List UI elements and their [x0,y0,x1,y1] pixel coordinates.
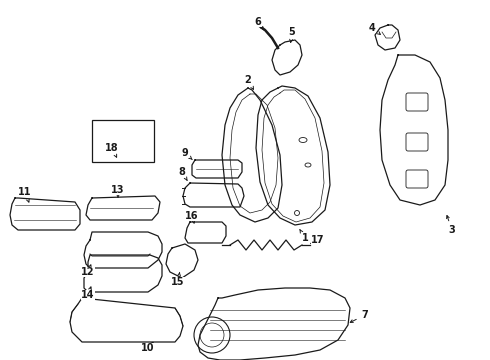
Text: 18: 18 [105,143,119,153]
Text: 11: 11 [18,187,32,197]
Text: 15: 15 [171,277,185,287]
Text: 7: 7 [362,310,368,320]
Text: 10: 10 [141,343,155,353]
Text: 4: 4 [368,23,375,33]
Text: 16: 16 [185,211,199,221]
Text: 6: 6 [255,17,261,27]
Text: 13: 13 [111,185,125,195]
Text: 3: 3 [449,225,455,235]
Bar [92,120,154,162]
Text: 12: 12 [81,267,95,277]
Text: 5: 5 [289,27,295,37]
Text: 14: 14 [81,290,95,300]
Text: 1: 1 [302,233,308,243]
Text: 8: 8 [178,167,185,177]
Text: 9: 9 [182,148,188,158]
Text: 2: 2 [245,75,251,85]
Text: 17: 17 [311,235,325,245]
